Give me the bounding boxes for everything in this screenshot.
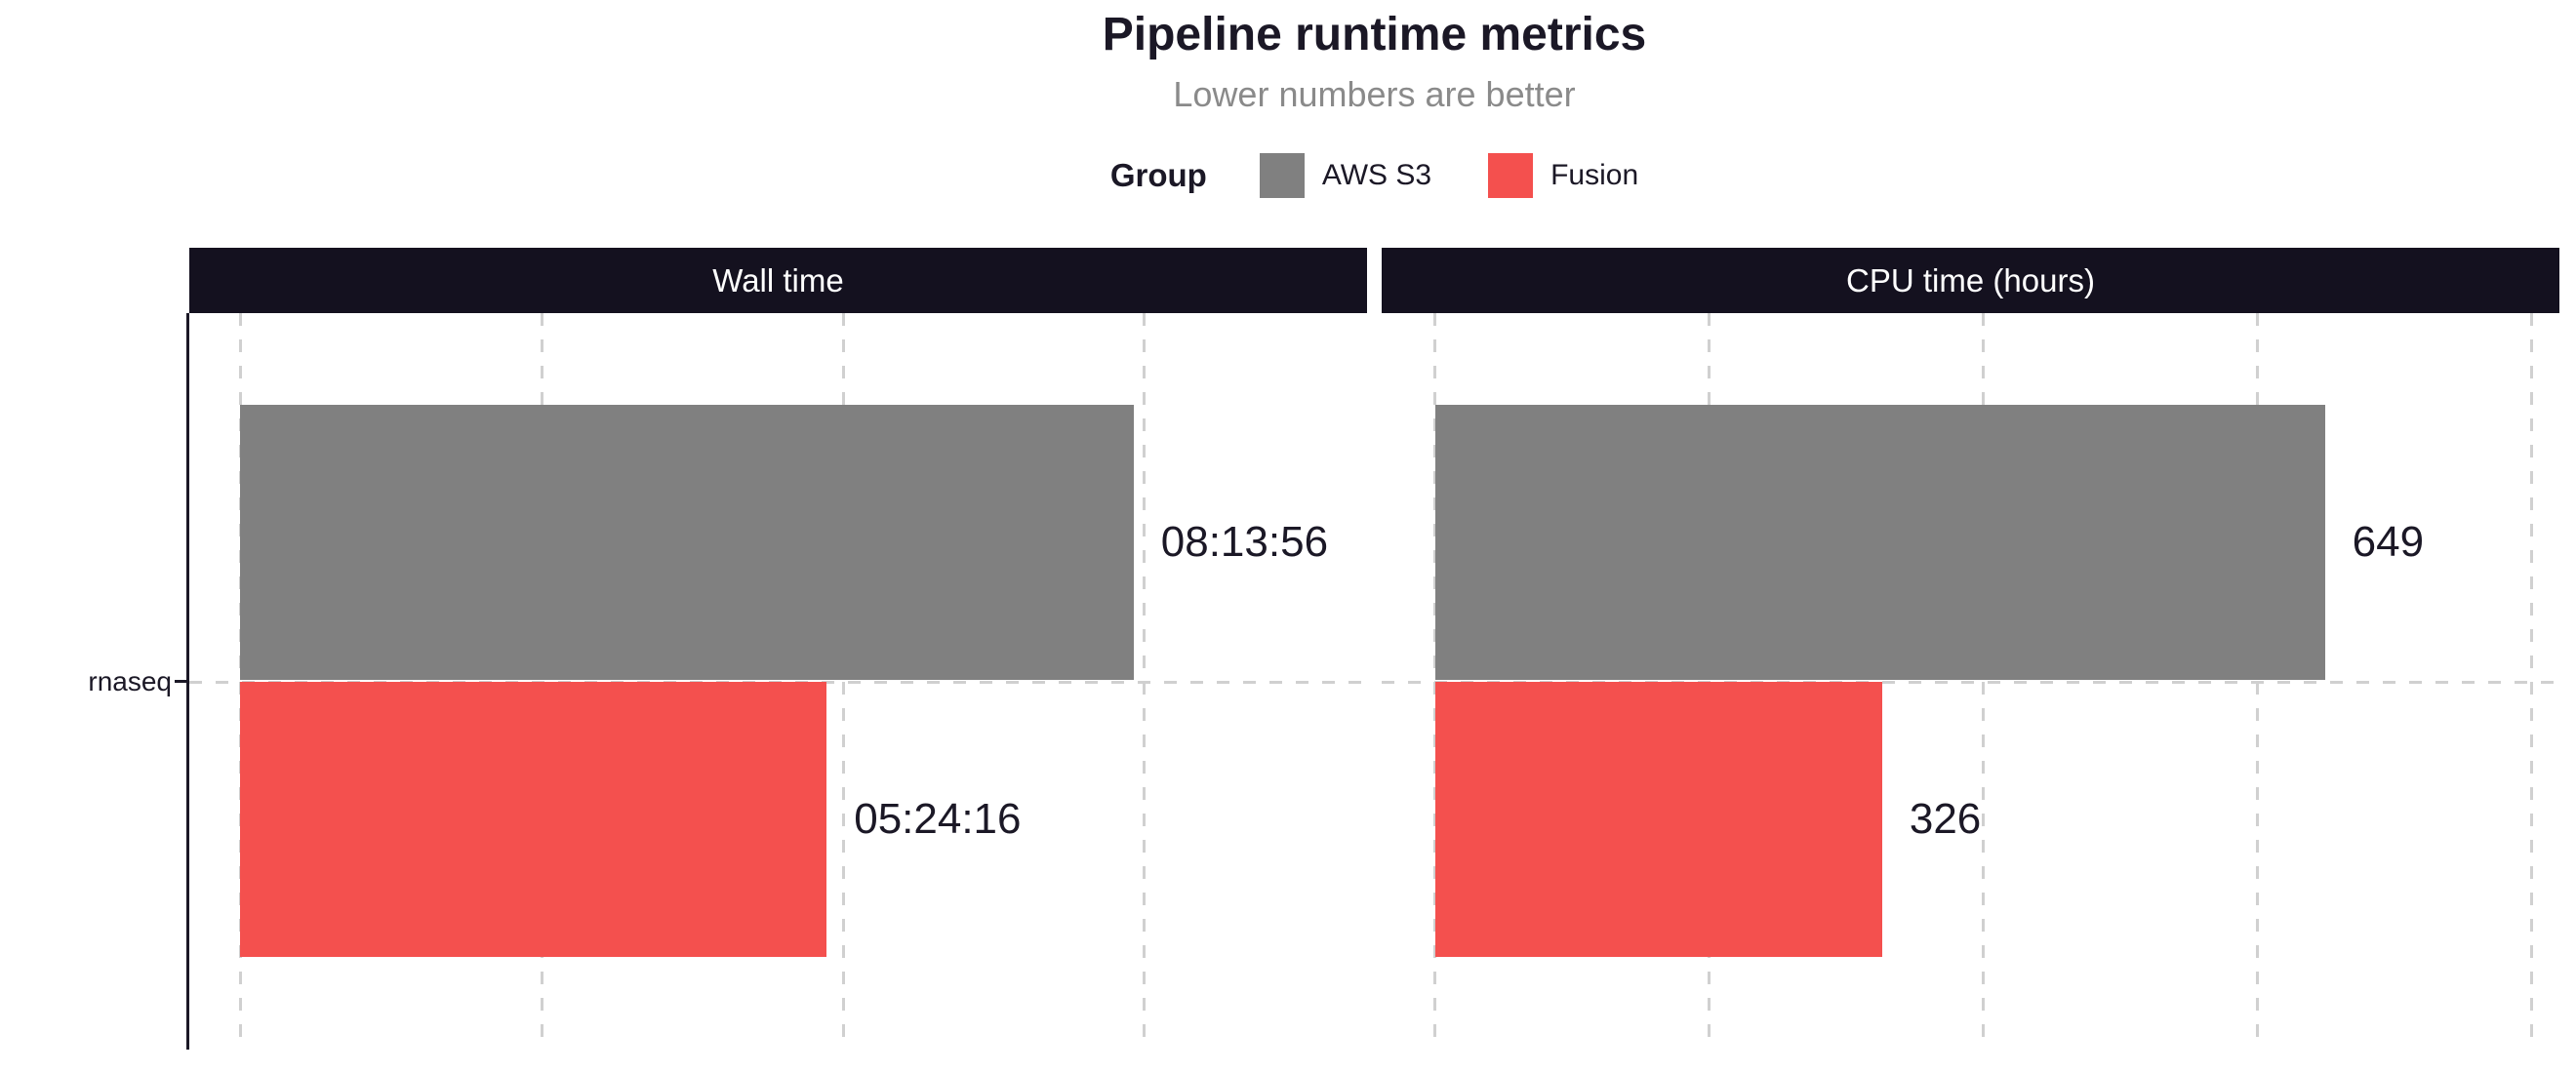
y-axis-line <box>186 313 189 1050</box>
facet-panel-cpu-time-hours-: CPU time (hours) 649 326 <box>1382 248 2559 1050</box>
gridline-horizontal-category <box>1382 680 2559 684</box>
legend-entries: AWS S3 Fusion <box>1259 153 1638 198</box>
bar-value-label-aws-s3: 08:13:56 <box>1160 518 1329 567</box>
legend-entry-label: Fusion <box>1550 159 1639 191</box>
bar-value-label-fusion: 326 <box>1909 795 1982 844</box>
bar-aws-s3 <box>1434 404 2325 681</box>
legend-entry-label: AWS S3 <box>1321 159 1432 191</box>
legend-entry-fusion: Fusion <box>1488 153 1638 198</box>
bar-fusion <box>1434 681 1882 958</box>
bar-value-label-fusion: 05:24:16 <box>854 795 1022 844</box>
legend-swatch-aws-s3-icon <box>1259 153 1305 198</box>
y-axis-tick-mark <box>175 680 186 683</box>
legend-title: Group <box>1109 157 1207 193</box>
facet-plot-area: 08:13:56 05:24:16 <box>189 313 1367 1050</box>
facet-strip-label: CPU time (hours) <box>1382 248 2559 313</box>
legend-swatch-fusion-icon <box>1488 153 1534 198</box>
bar-value-label-aws-s3: 649 <box>2352 518 2425 567</box>
bar-aws-s3 <box>240 404 1134 681</box>
chart-title: Pipeline runtime metrics <box>1102 9 1647 60</box>
facet-plot-area: 649 326 <box>1382 313 2559 1050</box>
chart-subtitle: Lower numbers are better <box>1173 74 1576 114</box>
y-axis-tick-label: rnaseq <box>88 666 172 696</box>
facet-strip-label: Wall time <box>189 248 1367 313</box>
legend: Group AWS S3 Fusion <box>189 152 2559 199</box>
facet-panel-wall-time: Wall time 08:13:56 05:24:16 <box>189 248 1367 1050</box>
legend-entry-aws-s3: AWS S3 <box>1259 153 1432 198</box>
bar-fusion <box>240 681 827 958</box>
